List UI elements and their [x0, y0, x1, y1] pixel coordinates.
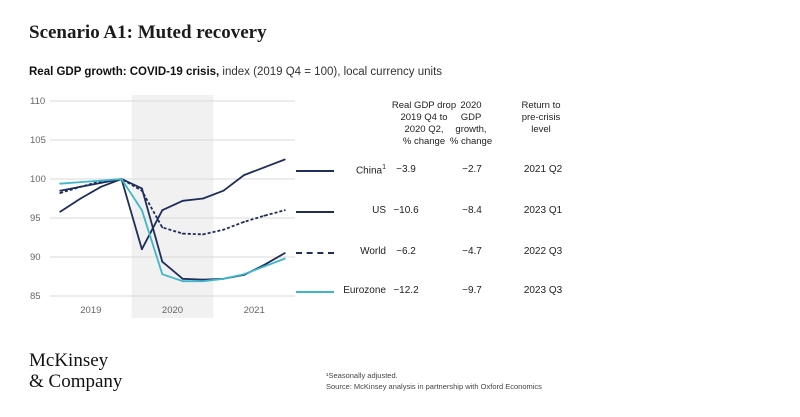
data-point-china [161, 209, 164, 212]
data-point-us [283, 252, 286, 255]
data-point-china [263, 166, 266, 169]
data-point-eurozone [283, 257, 286, 260]
row-drop: −10.6 [393, 205, 419, 216]
col-header-growth: 2020 GDP growth, % change [449, 100, 493, 147]
row-name: China1 [355, 164, 386, 177]
table-row-china: China1 −3.9 −2.7 2021 Q2 [296, 163, 586, 179]
data-point-world [243, 221, 245, 223]
y-tick-label: 95 [30, 213, 41, 224]
col-header-return: Return to pre-crisis level [521, 100, 561, 135]
y-axis-ticks: 85 90 95 100 105 110 [30, 96, 46, 302]
data-point-eurozone [222, 277, 225, 280]
year-bands [131, 95, 214, 318]
data-point-china [222, 189, 225, 192]
row-drop: −12.2 [393, 285, 419, 296]
subtitle-bold: Real GDP growth: COVID-19 crisis, [29, 66, 220, 78]
row-name: US [372, 205, 386, 216]
table-row-world: World −6.2 −4.7 2022 Q3 [296, 245, 586, 261]
table-row-us: US −10.6 −8.4 2023 Q1 [296, 204, 586, 220]
data-point-world [161, 226, 164, 229]
legend-key-china [296, 170, 334, 172]
data-point-china [100, 185, 102, 188]
y-tick-label: 100 [30, 174, 46, 185]
year-band [131, 95, 214, 318]
table-row-eurozone: Eurozone −12.2 −9.7 2023 Q3 [296, 284, 586, 300]
data-point-us [100, 182, 102, 184]
data-point-china [202, 197, 205, 200]
row-growth: −2.7 [462, 164, 482, 175]
chart-grid [50, 100, 295, 297]
data-point-us [161, 260, 164, 263]
legend-key-world [296, 252, 334, 254]
x-category-label: 2019 [80, 305, 101, 316]
chart-series [59, 158, 286, 283]
row-growth: −9.7 [462, 285, 482, 296]
data-point-world [222, 228, 225, 231]
legend-key-us [296, 211, 334, 213]
row-drop: −6.2 [396, 246, 416, 257]
data-point-eurozone [100, 179, 102, 182]
data-point-eurozone [181, 280, 184, 283]
y-tick-label: 105 [30, 135, 46, 146]
data-point-eurozone [161, 273, 164, 276]
footnotes: ¹Seasonally adjusted. Source: McKinsey a… [326, 370, 542, 392]
x-category-label: 2020 [162, 305, 183, 316]
row-growth: −8.4 [462, 205, 482, 216]
data-point-china [283, 158, 286, 161]
data-point-world [263, 214, 266, 217]
legend-key-eurozone [296, 291, 334, 293]
data-point-us [181, 277, 184, 280]
col-header-drop: Real GDP drop 2019 Q4 to 2020 Q2, % chan… [391, 100, 457, 147]
data-point-china [140, 248, 143, 251]
data-point-us [202, 278, 205, 281]
data-point-world [59, 192, 62, 194]
row-return: 2023 Q3 [523, 285, 563, 296]
row-return: 2023 Q1 [523, 205, 563, 216]
series-line-china [59, 158, 286, 251]
x-axis-categories: 2019 2020 2021 [80, 305, 264, 316]
data-point-china [181, 199, 184, 202]
row-name: World [360, 246, 386, 257]
series-line-eurozone [60, 178, 286, 283]
data-point-eurozone [59, 182, 62, 185]
mckinsey-logo: McKinsey & Company [29, 350, 122, 392]
data-point-world [140, 189, 143, 192]
series-line-world [59, 178, 286, 236]
data-point-world [202, 233, 205, 236]
x-category-label: 2021 [244, 305, 265, 316]
data-point-china [59, 210, 62, 213]
data-point-china [79, 197, 82, 200]
row-return: 2021 Q2 [523, 164, 563, 175]
data-point-world [181, 232, 184, 235]
data-point-eurozone [202, 280, 205, 283]
chart-title: Scenario A1: Muted recovery [29, 22, 267, 43]
data-point-eurozone [263, 265, 266, 268]
data-point-world [79, 185, 82, 188]
data-point-eurozone [140, 209, 143, 212]
data-point-eurozone [79, 181, 82, 184]
y-tick-label: 90 [30, 252, 41, 263]
data-point-us [140, 187, 143, 190]
row-name: Eurozone [343, 285, 386, 296]
row-growth: −4.7 [462, 246, 482, 257]
footnote-source: Source: McKinsey analysis in partnership… [326, 382, 542, 391]
data-point-eurozone [120, 178, 123, 180]
y-tick-label: 85 [30, 291, 41, 302]
data-point-us [263, 263, 266, 266]
subtitle-rest: index (2019 Q4 = 100), local currency un… [219, 66, 443, 78]
chart-subtitle: Real GDP growth: COVID-19 crisis, index … [29, 66, 442, 78]
row-drop: −3.9 [396, 164, 416, 175]
footnote-seasonal: ¹Seasonally adjusted. [326, 371, 398, 380]
data-point-eurozone [243, 273, 245, 276]
data-point-china [243, 174, 245, 177]
y-tick-label: 110 [30, 96, 45, 107]
logo-line-2: & Company [29, 371, 123, 392]
data-point-world [283, 209, 286, 212]
logo-line-1: McKinsey [29, 350, 109, 371]
data-point-us [59, 189, 62, 192]
row-return: 2022 Q3 [523, 246, 563, 257]
